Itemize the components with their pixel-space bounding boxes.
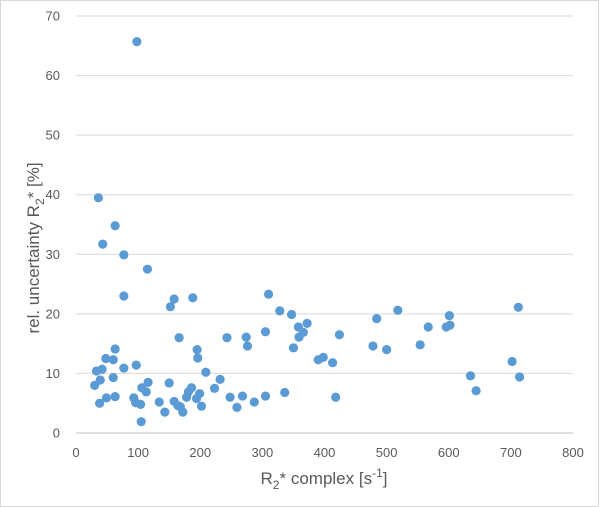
x-tick-label: 800 <box>562 445 584 460</box>
data-point <box>169 294 179 304</box>
data-point <box>129 393 139 403</box>
data-point <box>143 377 153 387</box>
data-point <box>241 332 251 342</box>
data-point <box>242 341 253 351</box>
data-point <box>382 345 392 355</box>
data-point <box>142 264 153 274</box>
data-point <box>101 353 111 364</box>
data-point <box>318 352 328 362</box>
data-point <box>188 293 198 303</box>
data-point <box>137 383 147 393</box>
y-axis-title: rel. uncertainty R2* [%] <box>24 162 47 333</box>
data-point <box>507 356 517 367</box>
data-point <box>119 250 129 260</box>
data-point <box>215 374 225 384</box>
y-tick-label: 30 <box>46 247 60 262</box>
data-point <box>154 397 164 407</box>
data-point <box>249 397 259 407</box>
y-tick-label: 0 <box>53 426 60 441</box>
data-point <box>288 343 299 353</box>
x-tick-label: 600 <box>438 445 460 460</box>
data-point <box>193 353 203 363</box>
data-point <box>225 392 235 402</box>
data-point <box>209 383 220 393</box>
data-point <box>444 311 454 321</box>
data-point <box>275 306 285 316</box>
y-tick-labels: 0 10 20 30 40 50 60 70 <box>46 9 60 441</box>
y-tick-label: 60 <box>46 68 60 83</box>
y-tick-label: 10 <box>46 366 60 381</box>
y-tick-label: 50 <box>46 128 60 143</box>
data-point <box>174 333 184 343</box>
data-point <box>286 309 297 320</box>
data-point <box>119 363 129 373</box>
data-point <box>514 372 525 382</box>
x-tick-labels: 0 100 200 300 400 500 600 700 800 <box>72 445 583 460</box>
x-tick-label: 500 <box>376 445 398 460</box>
data-point <box>372 314 382 324</box>
data-point <box>108 372 118 383</box>
data-point <box>423 322 433 332</box>
data-point <box>132 37 142 47</box>
y-tick-label: 70 <box>46 9 60 24</box>
data-point <box>260 391 271 401</box>
data-point <box>222 333 232 343</box>
data-point <box>131 360 141 370</box>
data-point <box>110 392 120 402</box>
data-point <box>93 193 103 203</box>
data-point <box>110 344 120 354</box>
data-point <box>368 341 378 351</box>
data-point <box>95 398 105 408</box>
data-point <box>191 393 202 404</box>
y-tick-label: 40 <box>46 187 60 202</box>
x-tick-label: 700 <box>500 445 522 460</box>
x-tick-label: 300 <box>252 445 274 460</box>
data-point <box>393 305 403 315</box>
data-point <box>327 358 338 368</box>
data-point <box>108 355 118 365</box>
data-point <box>90 380 100 390</box>
data-point <box>513 302 523 312</box>
data-point <box>471 386 481 396</box>
data-point <box>415 340 425 350</box>
data-points <box>90 37 525 427</box>
data-point <box>192 345 202 355</box>
data-point <box>331 392 341 402</box>
data-point <box>181 392 192 402</box>
data-point <box>91 366 102 376</box>
x-tick-label: 0 <box>72 445 79 460</box>
data-point <box>196 401 207 411</box>
data-point <box>110 221 120 231</box>
data-point <box>160 407 170 417</box>
data-point <box>445 320 455 330</box>
data-point <box>263 289 274 299</box>
data-point <box>302 318 312 328</box>
data-point <box>280 387 290 398</box>
data-point <box>201 367 211 377</box>
data-point <box>119 291 129 301</box>
data-point <box>169 396 179 407</box>
x-axis-title: R2* complex [s-1] <box>261 466 388 492</box>
x-tick-label: 400 <box>314 445 336 460</box>
data-point <box>232 402 242 412</box>
x-tick-label: 100 <box>127 445 149 460</box>
data-point <box>164 378 174 388</box>
data-point <box>237 391 248 401</box>
gridlines <box>76 15 573 374</box>
data-point <box>260 327 271 337</box>
data-point <box>98 239 108 249</box>
data-point <box>165 302 176 312</box>
y-tick-label: 20 <box>46 306 60 321</box>
x-tick-label: 200 <box>189 445 211 460</box>
data-point <box>465 371 476 381</box>
data-point <box>334 330 345 340</box>
data-point <box>136 417 146 427</box>
data-point <box>294 332 304 342</box>
data-point <box>101 393 112 403</box>
